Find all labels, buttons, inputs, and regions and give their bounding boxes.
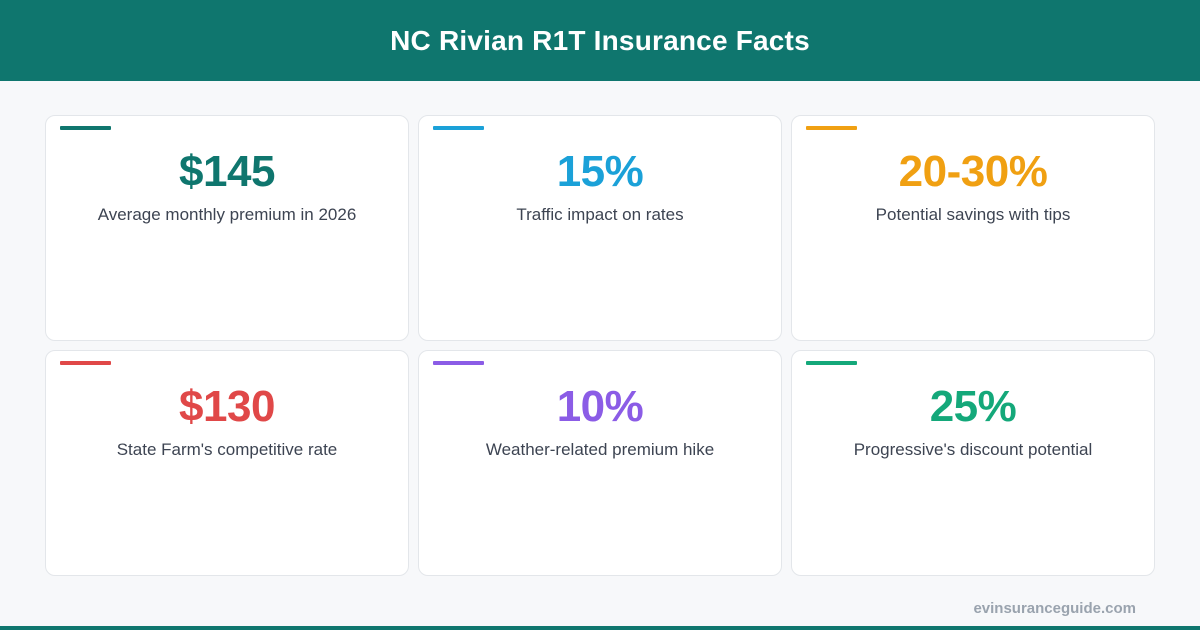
stat-value: $130 (179, 382, 275, 431)
stats-grid: $145 Average monthly premium in 2026 15%… (45, 115, 1155, 576)
stat-label: Weather-related premium hike (485, 440, 715, 459)
card-accent-bar (60, 361, 111, 365)
stat-value: $145 (179, 147, 275, 196)
stat-value: 25% (929, 382, 1017, 431)
stat-value: 10% (556, 382, 644, 431)
stat-label: Average monthly premium in 2026 (97, 205, 357, 224)
stat-value: 15% (556, 147, 644, 196)
stat-card-avg-premium: $145 Average monthly premium in 2026 (45, 115, 409, 341)
stat-label: State Farm's competitive rate (116, 440, 338, 459)
card-accent-bar (433, 361, 484, 365)
header-banner: NC Rivian R1T Insurance Facts (0, 0, 1200, 81)
stat-label: Potential savings with tips (875, 205, 1071, 224)
stat-card-state-farm-rate: $130 State Farm's competitive rate (45, 350, 409, 576)
footer-site-url: evinsuranceguide.com (973, 600, 1136, 617)
stat-card-weather-hike: 10% Weather-related premium hike (418, 350, 782, 576)
card-accent-bar (60, 126, 111, 130)
stat-card-progressive-discount: 25% Progressive's discount potential (791, 350, 1155, 576)
stat-card-potential-savings: 20-30% Potential savings with tips (791, 115, 1155, 341)
bottom-accent-bar (0, 626, 1200, 630)
page-title: NC Rivian R1T Insurance Facts (390, 24, 810, 56)
card-accent-bar (806, 126, 857, 130)
stat-value: 20-30% (898, 147, 1048, 196)
stat-label: Progressive's discount potential (853, 440, 1093, 459)
stat-label: Traffic impact on rates (516, 205, 684, 224)
stat-card-traffic-impact: 15% Traffic impact on rates (418, 115, 782, 341)
card-accent-bar (806, 361, 857, 365)
card-accent-bar (433, 126, 484, 130)
